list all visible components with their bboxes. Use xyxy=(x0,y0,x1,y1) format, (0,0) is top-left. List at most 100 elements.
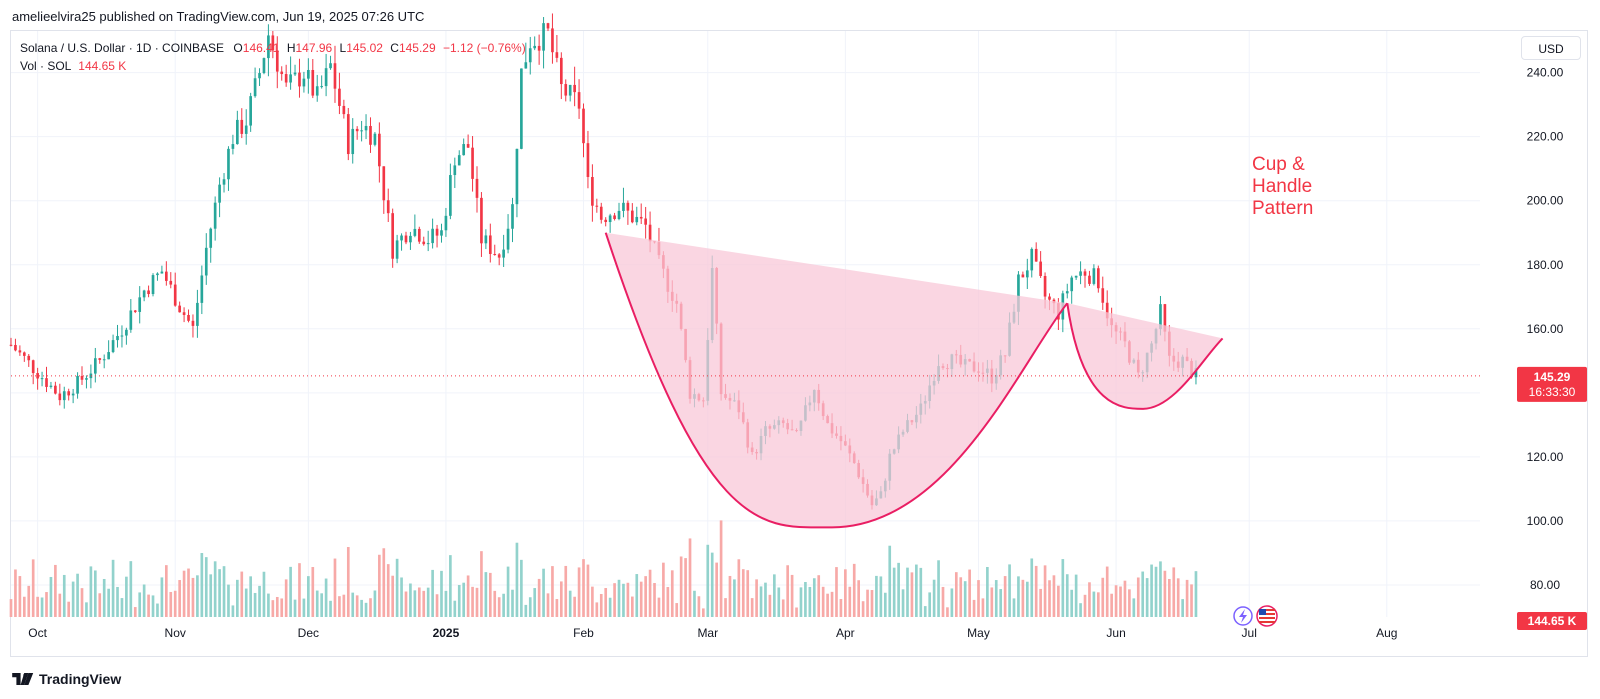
volume-bar xyxy=(400,577,403,617)
volume-bar xyxy=(1194,571,1198,617)
candle-body xyxy=(1092,268,1096,284)
candle-body xyxy=(311,69,315,96)
volume-bar xyxy=(40,597,44,617)
volume-bar xyxy=(125,576,128,617)
y-tick-label: 180.00 xyxy=(1527,258,1564,272)
volume-bar xyxy=(165,565,168,617)
volume-bar xyxy=(133,607,137,617)
volume-bar xyxy=(1181,599,1184,617)
volume-bar xyxy=(315,590,319,617)
candle-body xyxy=(280,71,284,75)
volume-bar xyxy=(524,604,528,617)
currency-button[interactable]: USD xyxy=(1521,36,1581,60)
candle-body xyxy=(324,68,328,87)
volume-bar xyxy=(1172,567,1176,617)
candle-body xyxy=(413,228,417,236)
volume-bar xyxy=(684,558,687,617)
ohlc-open: 146.41 xyxy=(242,41,280,55)
volume-bar xyxy=(994,580,998,617)
volume-bar xyxy=(1065,574,1069,617)
x-tick-label: May xyxy=(967,626,990,640)
volume-bar xyxy=(950,588,954,617)
volume-bar xyxy=(289,566,292,617)
volume-bar xyxy=(1176,578,1180,617)
us-flag-icon xyxy=(1259,609,1266,615)
volume-bar xyxy=(329,600,332,617)
volume-bar xyxy=(755,579,758,617)
ohlc-close-label: C xyxy=(390,41,399,55)
volume-bar xyxy=(941,586,945,617)
volume-bar xyxy=(1128,589,1131,617)
volume-bar xyxy=(857,580,861,617)
volume-bar xyxy=(169,591,173,617)
candle-body xyxy=(559,57,563,85)
volume-bar xyxy=(311,567,315,617)
volume-bar xyxy=(200,553,204,617)
candle-body xyxy=(1074,275,1078,278)
volume-bar xyxy=(1136,577,1140,617)
candle-body xyxy=(125,329,128,336)
last-volume-label: 144.65 K xyxy=(1528,614,1577,628)
candle-body xyxy=(1025,270,1029,278)
candle-body xyxy=(71,393,75,396)
volume-bar xyxy=(520,559,523,617)
volume-bar xyxy=(888,545,892,617)
volume-bar xyxy=(293,599,297,617)
candle-body xyxy=(369,125,372,145)
volume-bar xyxy=(386,564,390,617)
volume-bar xyxy=(351,592,355,617)
volume-bar xyxy=(706,544,710,617)
candle-body xyxy=(76,375,79,394)
volume-bar xyxy=(693,590,696,617)
volume-bar xyxy=(666,587,670,617)
candle-body xyxy=(475,178,479,198)
volume-bar xyxy=(630,596,634,617)
candle-body xyxy=(31,360,35,374)
candle-body xyxy=(373,133,377,145)
tradingview-footer[interactable]: TradingView xyxy=(12,671,121,687)
volume-bar xyxy=(879,576,883,617)
volume-bar xyxy=(852,563,856,617)
candle-body xyxy=(355,128,359,132)
candle-body xyxy=(493,254,497,256)
volume-bar xyxy=(404,591,408,617)
candle-body xyxy=(511,204,514,229)
candle-body xyxy=(382,166,386,201)
candle-body xyxy=(582,108,585,144)
flash-icon xyxy=(1239,609,1247,623)
volume-bar xyxy=(981,598,985,617)
candle-body xyxy=(1079,271,1082,276)
us-flag-icon xyxy=(1259,609,1275,611)
candle-body xyxy=(54,385,57,394)
volume-bar xyxy=(595,602,599,617)
candle-body xyxy=(120,335,124,337)
volume-bar xyxy=(1017,576,1020,617)
volume-bar xyxy=(98,593,102,617)
volume-bar xyxy=(511,589,514,617)
volume-bar xyxy=(733,579,736,617)
candle-body xyxy=(599,206,603,220)
candle-body xyxy=(480,197,483,244)
candle-body xyxy=(1048,296,1051,300)
pattern-annotation: Pattern xyxy=(1252,198,1313,219)
volume-bar xyxy=(1025,581,1029,617)
volume-bar xyxy=(71,581,75,617)
volume-bar xyxy=(968,569,971,617)
candle-body xyxy=(182,312,186,315)
volume-bar xyxy=(244,588,248,617)
volume-bar xyxy=(1079,603,1082,617)
candle-body xyxy=(1034,248,1038,262)
us-flag-icon xyxy=(1259,613,1275,615)
volume-bar xyxy=(14,569,17,617)
candle-body xyxy=(471,147,474,179)
volume-bar xyxy=(568,590,572,617)
candle-body xyxy=(49,385,53,387)
volume-bar xyxy=(546,593,550,617)
y-tick-label: 240.00 xyxy=(1527,66,1564,80)
volume-bar xyxy=(369,598,372,617)
volume-bar xyxy=(1030,558,1034,617)
volume-bar xyxy=(582,559,585,617)
x-tick-label: Aug xyxy=(1376,626,1397,640)
volume-bar xyxy=(977,580,980,617)
